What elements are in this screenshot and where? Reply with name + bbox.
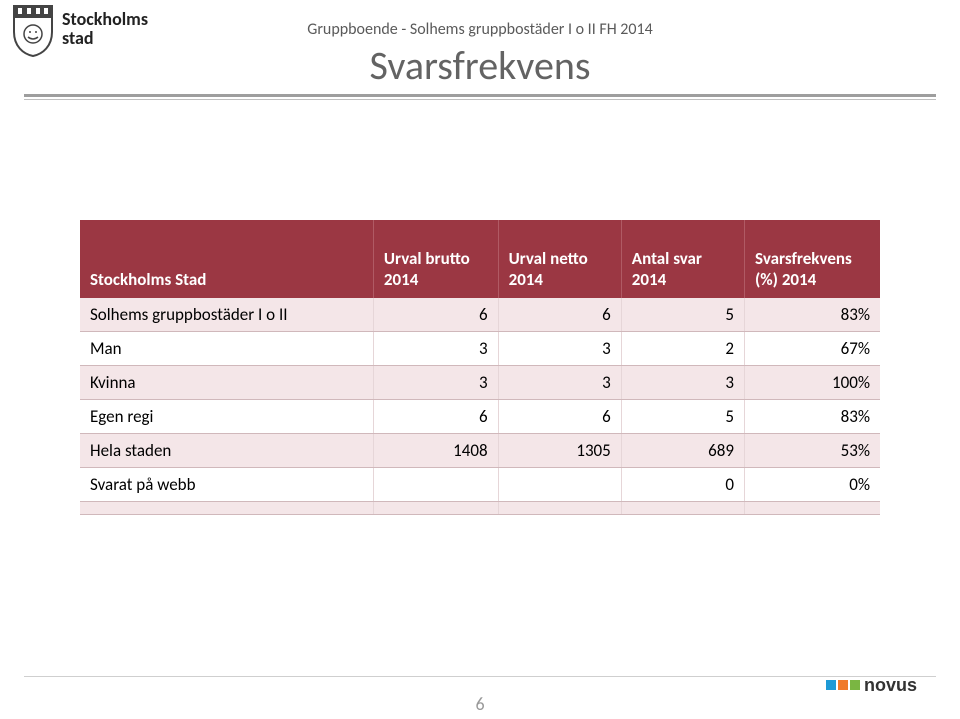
cell-c1 bbox=[373, 502, 498, 515]
cell-c2: 3 bbox=[498, 332, 621, 366]
page-root: Stockholms stad Gruppboende - Solhems gr… bbox=[0, 0, 960, 719]
cell-c1: 6 bbox=[373, 400, 498, 434]
cell-c4: 0% bbox=[744, 468, 880, 502]
col-label: Stockholms Stad bbox=[80, 220, 373, 298]
cell-c2 bbox=[498, 468, 621, 502]
table-body: Solhems gruppbostäder I o II 6 6 5 83% M… bbox=[80, 298, 880, 515]
cell-c4: 83% bbox=[744, 298, 880, 332]
cell-label: Svarat på webb bbox=[80, 468, 373, 502]
stockholms-stad-logo: Stockholms stad bbox=[10, 4, 148, 58]
cell-c1: 6 bbox=[373, 298, 498, 332]
cell-c1: 3 bbox=[373, 366, 498, 400]
table-row: Kvinna 3 3 3 100% bbox=[80, 366, 880, 400]
cell-c4 bbox=[744, 502, 880, 515]
response-table: Stockholms Stad Urval brutto 2014 Urval … bbox=[80, 220, 880, 515]
page-number: 6 bbox=[0, 693, 960, 715]
cell-c2: 6 bbox=[498, 400, 621, 434]
cell-c2: 1305 bbox=[498, 434, 621, 468]
cell-c3: 3 bbox=[621, 366, 744, 400]
col-urval-brutto: Urval brutto 2014 bbox=[373, 220, 498, 298]
table-row: Man 3 3 2 67% bbox=[80, 332, 880, 366]
cell-label: Solhems gruppbostäder I o II bbox=[80, 298, 373, 332]
table-row: Hela staden 1408 1305 689 53% bbox=[80, 434, 880, 468]
cell-c4: 83% bbox=[744, 400, 880, 434]
table-row: Egen regi 6 6 5 83% bbox=[80, 400, 880, 434]
cell-label: Hela staden bbox=[80, 434, 373, 468]
table-row: Svarat på webb 0 0% bbox=[80, 468, 880, 502]
cell-label: Kvinna bbox=[80, 366, 373, 400]
shield-icon bbox=[10, 4, 56, 58]
cell-c3: 2 bbox=[621, 332, 744, 366]
cell-c3: 689 bbox=[621, 434, 744, 468]
response-table-wrap: Stockholms Stad Urval brutto 2014 Urval … bbox=[80, 220, 880, 515]
cell-c4: 67% bbox=[744, 332, 880, 366]
novus-sq-1 bbox=[826, 680, 836, 690]
footer-rule bbox=[24, 676, 936, 677]
col-urval-netto: Urval netto 2014 bbox=[498, 220, 621, 298]
cell-label: Egen regi bbox=[80, 400, 373, 434]
cell-label bbox=[80, 502, 373, 515]
table-row bbox=[80, 502, 880, 515]
cell-c1: 3 bbox=[373, 332, 498, 366]
cell-c1: 1408 bbox=[373, 434, 498, 468]
logo-text: Stockholms stad bbox=[62, 10, 148, 48]
cell-c3: 5 bbox=[621, 400, 744, 434]
cell-c4: 100% bbox=[744, 366, 880, 400]
col-svarsfrekvens: Svarsfrekvens (%) 2014 bbox=[744, 220, 880, 298]
novus-text: novus bbox=[864, 675, 917, 695]
table-header-row: Stockholms Stad Urval brutto 2014 Urval … bbox=[80, 220, 880, 298]
cell-c4: 53% bbox=[744, 434, 880, 468]
col-antal-svar: Antal svar 2014 bbox=[621, 220, 744, 298]
cell-c1 bbox=[373, 468, 498, 502]
cell-label: Man bbox=[80, 332, 373, 366]
table-row: Solhems gruppbostäder I o II 6 6 5 83% bbox=[80, 298, 880, 332]
cell-c2: 3 bbox=[498, 366, 621, 400]
cell-c3 bbox=[621, 502, 744, 515]
logo-line2: stad bbox=[62, 29, 148, 48]
novus-sq-2 bbox=[838, 680, 848, 690]
cell-c3: 0 bbox=[621, 468, 744, 502]
cell-c3: 5 bbox=[621, 298, 744, 332]
cell-c2: 6 bbox=[498, 298, 621, 332]
cell-c2 bbox=[498, 502, 621, 515]
novus-sq-3 bbox=[850, 680, 860, 690]
title-rule bbox=[24, 94, 936, 100]
